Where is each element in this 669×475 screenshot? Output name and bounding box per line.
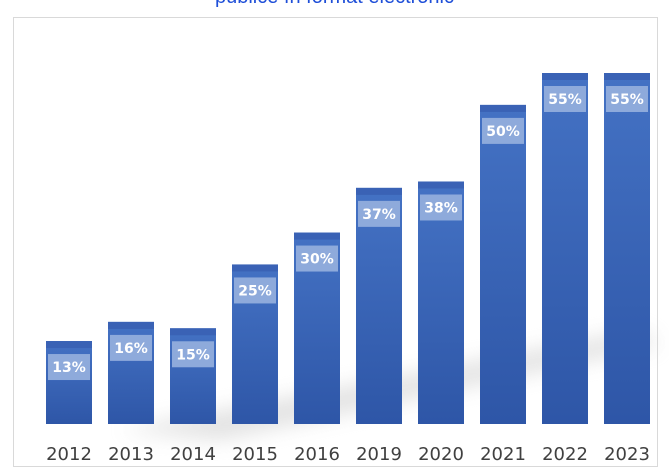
data-label-2022: 55% (544, 86, 586, 112)
bar-body (604, 73, 650, 424)
x-tick-2015: 2015 (232, 444, 278, 465)
data-labels: 13% 16% 15% 25% 30% 37% 38% 50% 55% 55% (48, 86, 648, 381)
data-label-box (420, 194, 462, 221)
data-label-text: 16% (114, 341, 148, 357)
bar-2019 (356, 187, 402, 424)
data-label-2021: 50% (482, 117, 524, 144)
x-tick-2014: 2014 (170, 444, 216, 465)
x-tick-2023: 2023 (604, 444, 650, 465)
bar-2012 (46, 341, 92, 424)
data-label-text: 15% (176, 347, 210, 363)
bar-2020 (418, 181, 464, 424)
bar-cap (46, 341, 92, 349)
data-label-box (110, 334, 152, 361)
bar-body (356, 187, 402, 424)
data-label-box (172, 341, 214, 368)
data-label-box (48, 354, 90, 381)
data-label-text: 55% (548, 92, 582, 108)
data-label-box (234, 277, 276, 304)
data-label-text: 25% (238, 283, 272, 299)
bar-2023 (604, 73, 650, 424)
bar-cap (604, 73, 650, 80)
data-label-text: 38% (424, 200, 458, 216)
chart-title: publice în format electronic (0, 0, 669, 9)
bar-cap (418, 181, 464, 189)
data-label-text: 13% (52, 360, 86, 376)
bar-cap (108, 321, 154, 329)
data-label-box (358, 200, 400, 227)
data-label-2019: 37% (358, 200, 400, 227)
data-label-2015: 25% (234, 277, 276, 304)
bar-2022 (542, 73, 588, 424)
chart-border (13, 17, 658, 467)
bar-cap (480, 104, 526, 112)
bar-cap (356, 187, 402, 195)
x-tick-2016: 2016 (294, 444, 340, 465)
data-label-2013: 16% (110, 334, 152, 361)
data-label-2020: 38% (420, 194, 462, 221)
data-label-text: 50% (486, 124, 520, 140)
x-tick-2019: 2019 (356, 444, 402, 465)
data-label-text: 30% (300, 252, 334, 268)
data-label-box (544, 86, 586, 112)
x-tick-2013: 2013 (108, 444, 154, 465)
data-label-text: 37% (362, 207, 396, 223)
bar-cap (232, 264, 278, 272)
x-tick-2021: 2021 (480, 444, 526, 465)
bar-body (46, 341, 92, 424)
x-axis-ticks: 2012 2013 2014 2015 2016 2019 2020 2021 2022 2023 (46, 444, 650, 465)
data-label-box (482, 117, 524, 144)
data-label-2012: 13% (48, 354, 90, 381)
bar-body (418, 181, 464, 424)
bar-body (480, 104, 526, 424)
data-label-2023: 55% (606, 86, 648, 112)
bar-cap (542, 73, 588, 80)
data-label-box (296, 245, 338, 272)
bars (46, 73, 650, 424)
bar-cap (170, 328, 216, 336)
bar-body (542, 73, 588, 424)
bar-cap (294, 232, 340, 240)
x-tick-2012: 2012 (46, 444, 92, 465)
x-tick-2020: 2020 (418, 444, 464, 465)
data-label-2016: 30% (296, 245, 338, 272)
bar-2021 (480, 104, 526, 424)
x-tick-2022: 2022 (542, 444, 588, 465)
data-label-text: 55% (610, 92, 644, 108)
data-label-box (606, 86, 648, 112)
data-label-2014: 15% (172, 341, 214, 368)
